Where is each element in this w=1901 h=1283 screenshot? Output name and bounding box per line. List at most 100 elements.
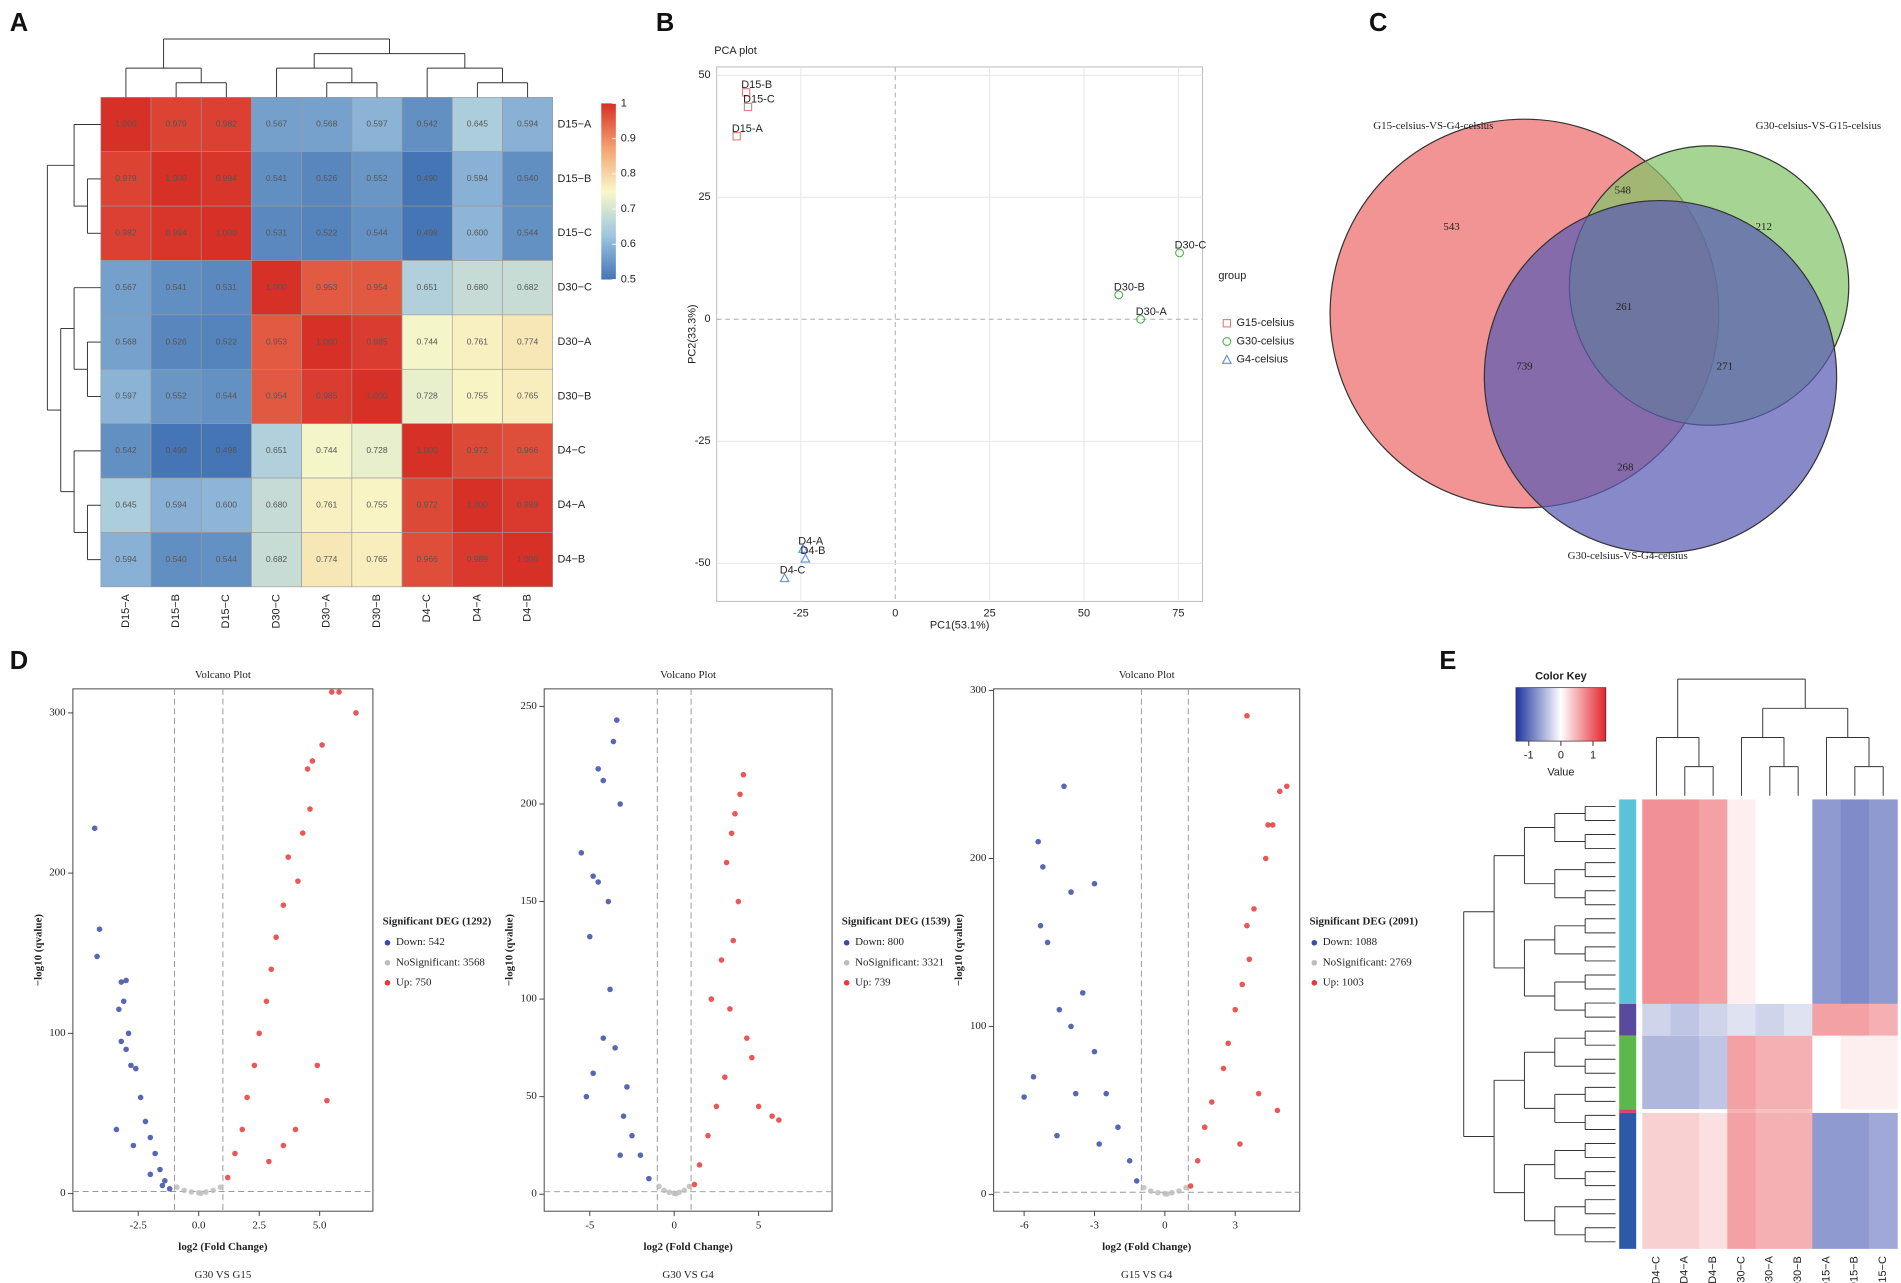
heatmap-block	[1840, 1003, 1870, 1036]
cell-label: 0.651	[417, 282, 439, 292]
cell-label: 0.765	[366, 554, 388, 564]
point	[737, 791, 743, 798]
heatmap-cell	[451, 260, 503, 316]
x-tick-label: -25	[793, 607, 809, 619]
cell-label: 0.544	[216, 554, 238, 564]
cell-label: 0.774	[316, 554, 338, 564]
color-bar-label: 0.5	[621, 273, 636, 285]
x-axis-label: log2 (Fold Change)	[644, 1241, 734, 1253]
cell-label: 0.531	[216, 282, 238, 292]
group-bar	[1619, 1109, 1637, 1113]
cell-label: 0.680	[266, 500, 288, 510]
legend-label: G4-celsius	[1237, 354, 1289, 366]
venn-region-value: 271	[1717, 360, 1733, 372]
chart-title: PCA plot	[714, 45, 757, 57]
point	[1175, 248, 1184, 258]
color-key-tick-label: 0	[1558, 750, 1564, 762]
cell-label: 0.953	[316, 282, 338, 292]
heatmap-cell	[301, 205, 353, 261]
cell-label: 0.979	[165, 119, 187, 129]
legend-label: Down: 542	[396, 936, 445, 948]
chart-title: Volcano Plot	[660, 669, 716, 681]
heatmap-cell	[150, 368, 202, 424]
cell-label: 0.954	[366, 282, 388, 292]
point	[1255, 1090, 1262, 1097]
cell-label: 0.498	[216, 445, 238, 455]
chart-title: Volcano Plot	[1119, 669, 1175, 681]
column-label: D15−B	[1849, 1256, 1861, 1283]
point	[1237, 1141, 1243, 1147]
point	[1244, 712, 1250, 719]
heatmap-block	[1812, 1035, 1842, 1110]
y-tick-label: 100	[49, 1027, 66, 1039]
cell-label: 0.982	[115, 228, 137, 238]
cell-label: 0.522	[316, 228, 338, 238]
point	[718, 957, 725, 963]
heatmap-block	[1670, 1003, 1700, 1036]
point	[336, 689, 342, 695]
point	[744, 1035, 750, 1041]
cell-label: 0.761	[467, 336, 489, 346]
column-label: D4−A	[471, 593, 483, 621]
cell-label: 0.985	[316, 391, 338, 401]
cell-label: 0.567	[266, 119, 288, 129]
point	[116, 1006, 122, 1013]
cell-label: 0.989	[467, 554, 489, 564]
point	[1040, 864, 1046, 870]
heatmap-cell	[100, 314, 152, 370]
column-label: D30−C	[270, 594, 282, 628]
heatmap-block	[1869, 1112, 1898, 1249]
heatmap-cell	[251, 205, 302, 261]
cell-label: 0.985	[366, 336, 388, 346]
cell-label: 0.600	[216, 500, 238, 510]
cell-label: 0.966	[517, 445, 539, 455]
point	[578, 849, 585, 856]
point	[188, 1189, 195, 1195]
heatmap-cell	[251, 151, 302, 207]
point	[280, 1142, 287, 1149]
heatmap-cell	[150, 260, 202, 316]
point	[779, 572, 790, 583]
cell-label: 0.682	[266, 554, 288, 564]
point	[244, 1094, 250, 1101]
legend-label: Up: 750	[396, 976, 432, 988]
y-tick-label: 200	[521, 798, 538, 810]
column-label: D30−A	[1764, 1255, 1776, 1283]
point	[1136, 314, 1146, 324]
color-key-title: Color Key	[1535, 671, 1588, 683]
column-label: D15−C	[220, 594, 232, 628]
row-label: D15−B	[558, 173, 592, 185]
cell-label: 0.541	[165, 282, 187, 292]
heatmap-block	[1670, 1112, 1700, 1249]
point-label: D15-C	[743, 94, 775, 106]
heatmap-cell	[351, 314, 403, 370]
point-label: D30-A	[1136, 306, 1168, 318]
heatmap-cell	[451, 368, 503, 424]
cell-label: 1.000	[216, 228, 238, 238]
cell-label: 0.531	[266, 228, 288, 238]
panel-label: C	[1369, 9, 1387, 37]
point	[292, 1126, 299, 1133]
heatmap-block	[1727, 1112, 1757, 1249]
heatmap-block	[1727, 1109, 1757, 1113]
point	[723, 859, 730, 866]
point	[1035, 838, 1041, 845]
point	[256, 1030, 262, 1037]
x-tick-label: 0	[892, 607, 898, 619]
heatmap-block	[1783, 799, 1813, 1004]
x-tick-label: 75	[1172, 607, 1184, 619]
point	[210, 1187, 217, 1194]
point	[174, 1184, 180, 1190]
legend-marker	[843, 959, 850, 966]
cell-label: 0.544	[517, 228, 539, 238]
point	[1164, 1191, 1170, 1197]
y-axis-label: −log10 (qvalue)	[953, 914, 965, 986]
point	[617, 801, 623, 807]
row-label: D4−B	[558, 554, 586, 566]
cell-label: 1.000	[366, 391, 388, 401]
column-label: D15−A	[120, 593, 132, 627]
y-tick-label: 50	[698, 69, 710, 81]
cell-label: 0.540	[165, 554, 187, 564]
point	[142, 1118, 149, 1125]
point-label: D30-C	[1175, 240, 1207, 252]
